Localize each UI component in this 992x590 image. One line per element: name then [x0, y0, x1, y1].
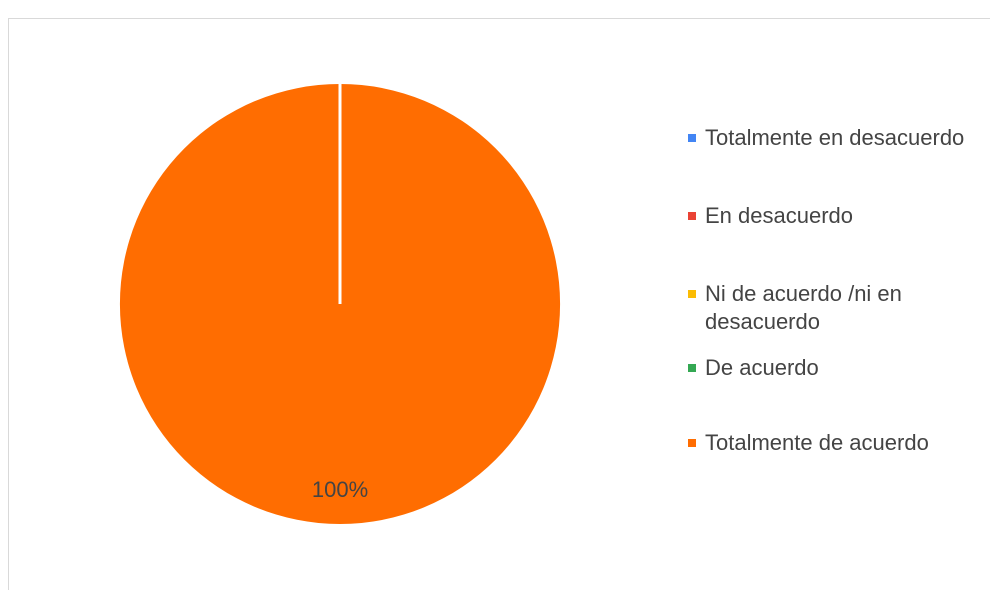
- legend-label: Ni de acuerdo /ni en desacuerdo: [705, 281, 902, 334]
- legend-swatch: [688, 290, 696, 298]
- legend-item: Totalmente en desacuerdo: [688, 124, 965, 152]
- legend-label: Totalmente de acuerdo: [705, 430, 929, 455]
- legend-swatch: [688, 364, 696, 372]
- legend-item: Ni de acuerdo /ni en desacuerdo: [688, 280, 965, 336]
- legend-item: Totalmente de acuerdo: [688, 429, 965, 457]
- legend-swatch: [688, 439, 696, 447]
- legend-item: En desacuerdo: [688, 202, 965, 230]
- legend-swatch: [688, 134, 696, 142]
- legend-swatch: [688, 212, 696, 220]
- data-label: 100%: [312, 477, 368, 502]
- legend-label: En desacuerdo: [705, 203, 853, 228]
- legend-item: De acuerdo: [688, 354, 965, 382]
- legend-label: De acuerdo: [705, 355, 819, 380]
- chart-frame: [8, 18, 990, 590]
- legend-label: Totalmente en desacuerdo: [705, 125, 965, 150]
